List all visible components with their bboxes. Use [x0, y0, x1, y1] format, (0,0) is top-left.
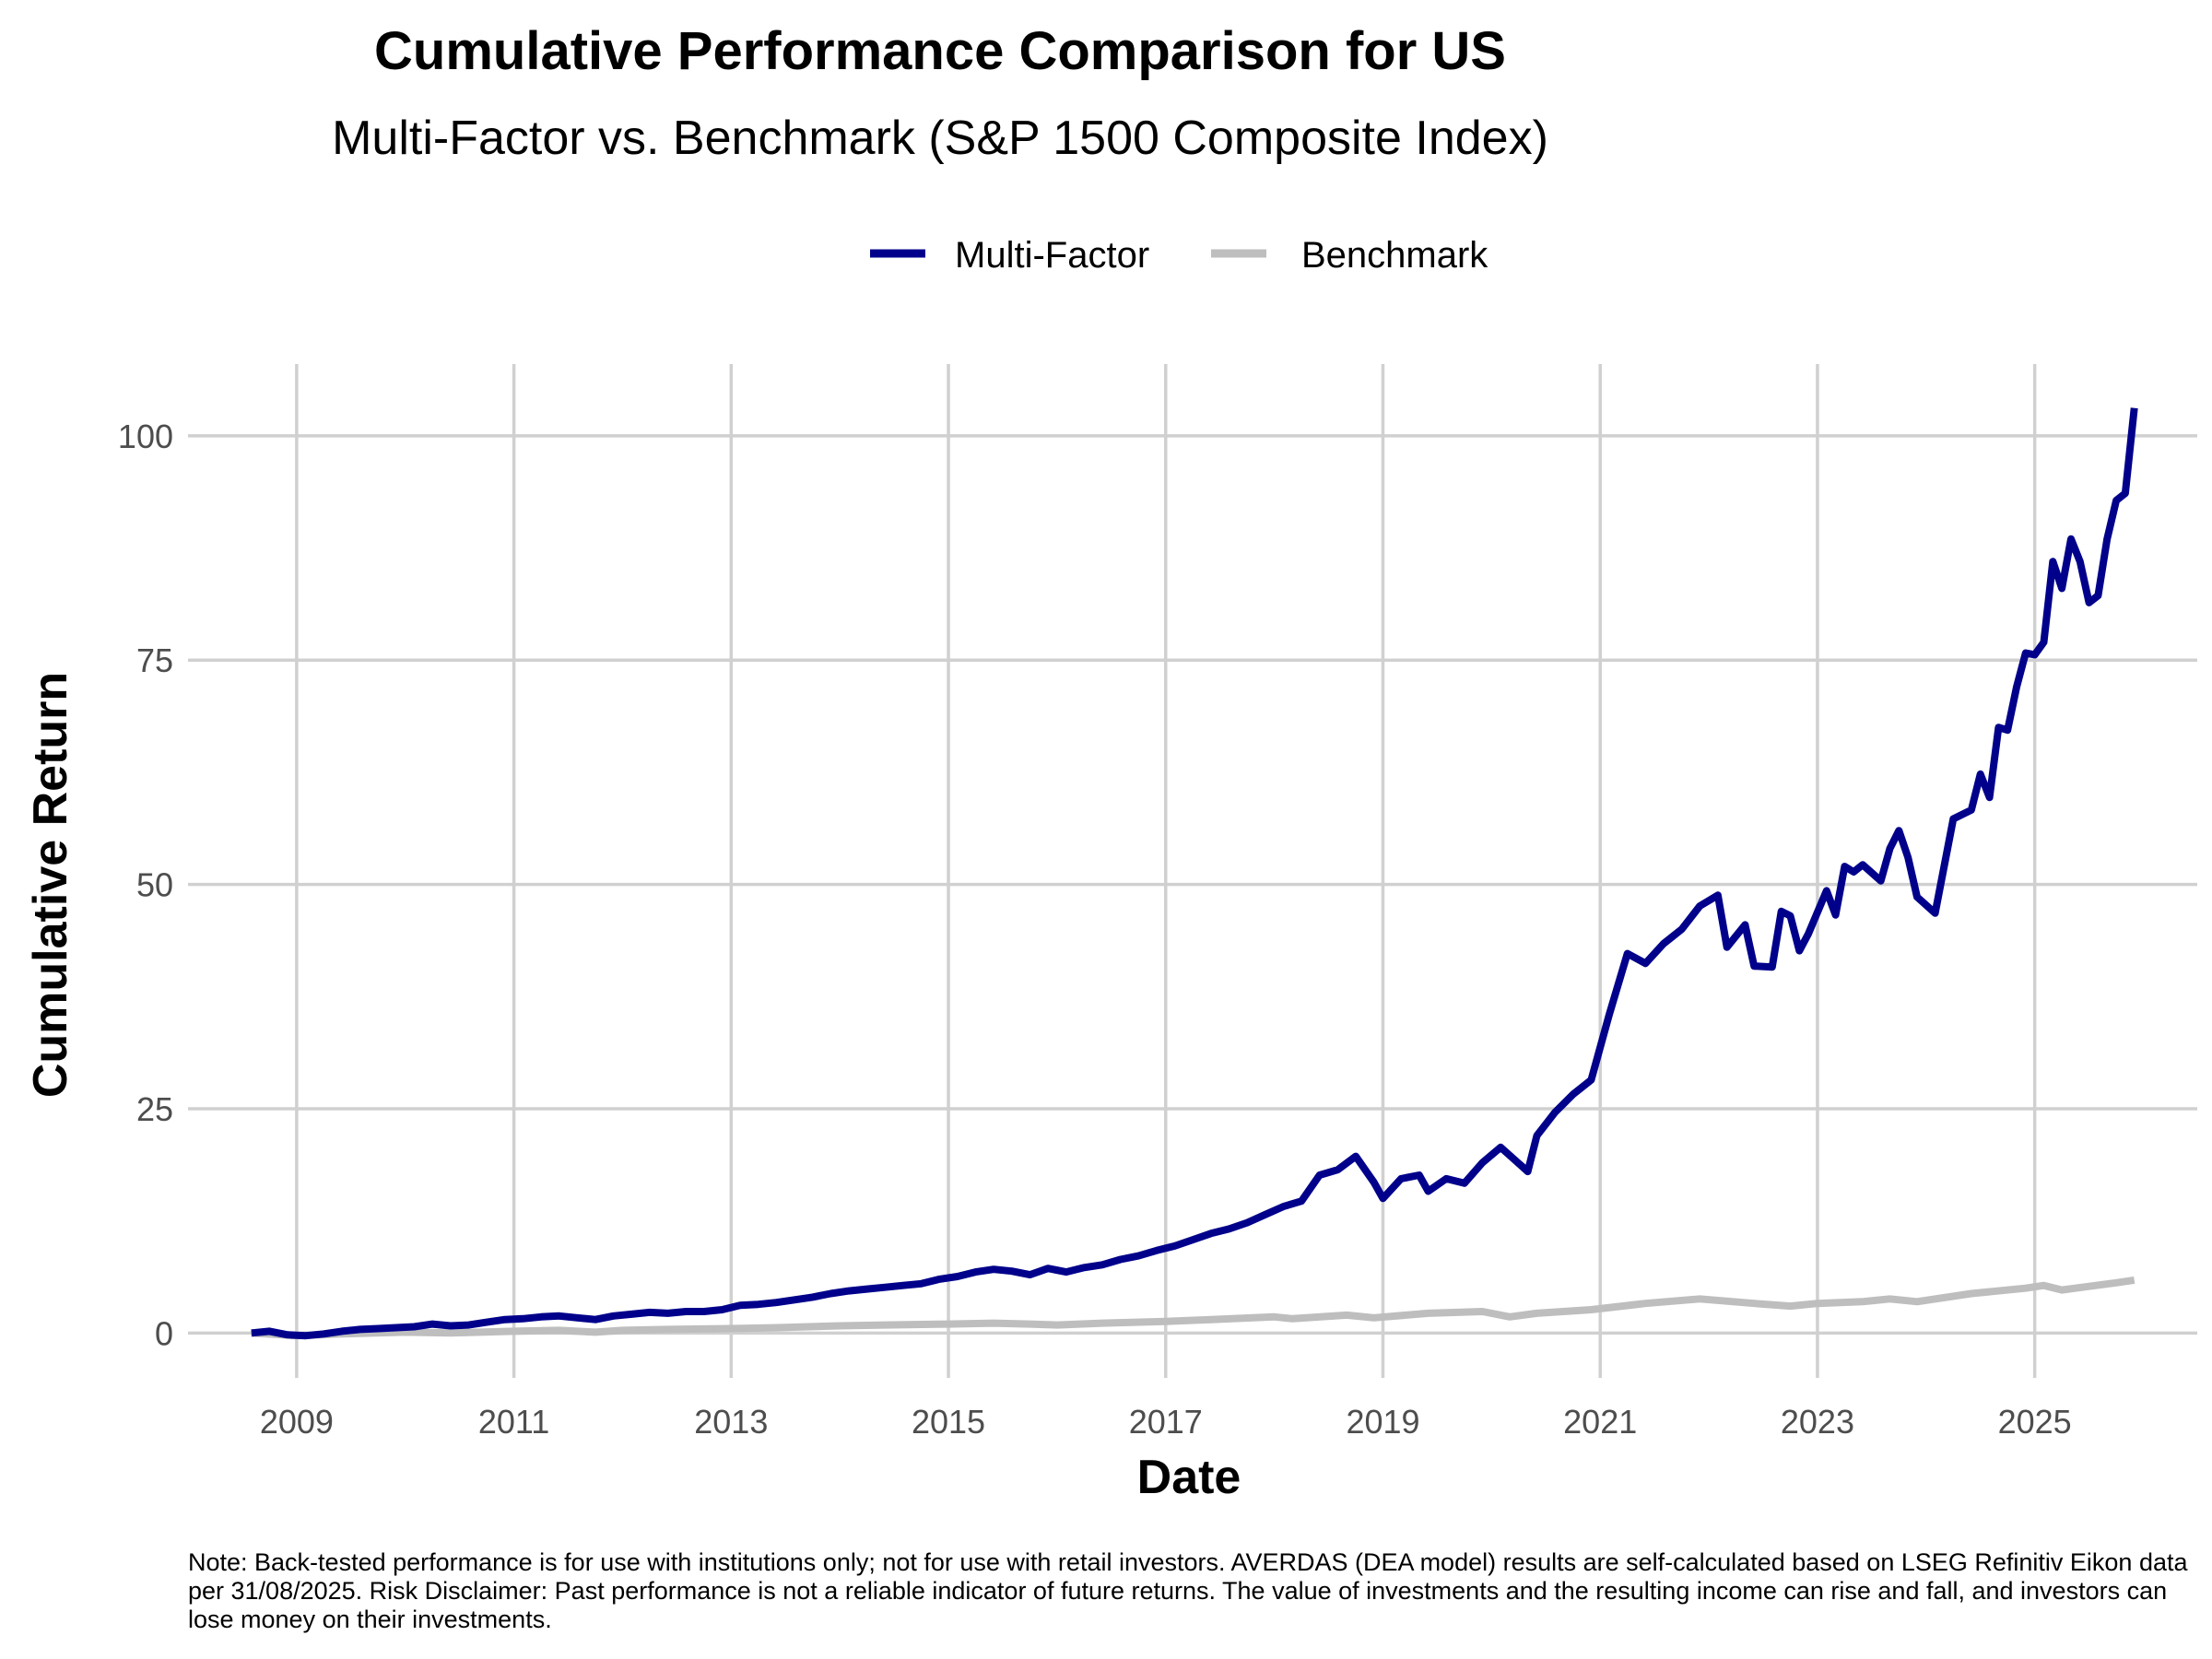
- y-tick-label: 0: [155, 1314, 173, 1352]
- footnote: Note: Back-tested performance is for use…: [188, 1548, 2188, 1633]
- x-tick-label: 2025: [1998, 1403, 2072, 1441]
- series-line-multi-factor: [251, 407, 2138, 1340]
- grid-layer: [188, 364, 2197, 1378]
- x-tick-label: 2015: [912, 1403, 985, 1441]
- tick-layer: 2009 2011 2013 2015 2017 2019 2021 2023 2025 0 25 5…: [118, 418, 2072, 1441]
- x-tick-label: 2017: [1129, 1403, 1203, 1441]
- x-tick-label: 2019: [1346, 1403, 1419, 1441]
- chart-svg: 2009 2011 2013 2015 2017 2019 2021 2023 2025 0 25 5…: [24, 235, 2197, 1504]
- legend-label-benchmark: Benchmark: [1301, 235, 1488, 276]
- legend-label-multi-factor: Multi-Factor: [955, 235, 1149, 276]
- x-tick-label: 2021: [1563, 1403, 1637, 1441]
- chart-title: Cumulative Performance Comparison for US: [374, 21, 1506, 81]
- y-tick-label: 100: [118, 418, 173, 455]
- x-tick-label: 2009: [260, 1403, 334, 1441]
- y-tick-label: 75: [136, 641, 173, 679]
- y-tick-label: 50: [136, 866, 173, 904]
- chart-subtitle: Multi-Factor vs. Benchmark (S&P 1500 Com…: [332, 112, 1548, 165]
- x-tick-label: 2023: [1781, 1403, 1854, 1441]
- y-axis-title: Cumulative Return: [24, 672, 77, 1098]
- legend: Multi-Factor Benchmark: [870, 235, 1488, 276]
- x-tick-label: 2013: [694, 1403, 768, 1441]
- series-line-benchmark: [251, 1276, 2136, 1340]
- series-layer: [251, 407, 2138, 1340]
- x-tick-label: 2011: [478, 1403, 549, 1441]
- y-tick-label: 25: [136, 1090, 173, 1128]
- x-axis-title: Date: [1137, 1451, 1241, 1504]
